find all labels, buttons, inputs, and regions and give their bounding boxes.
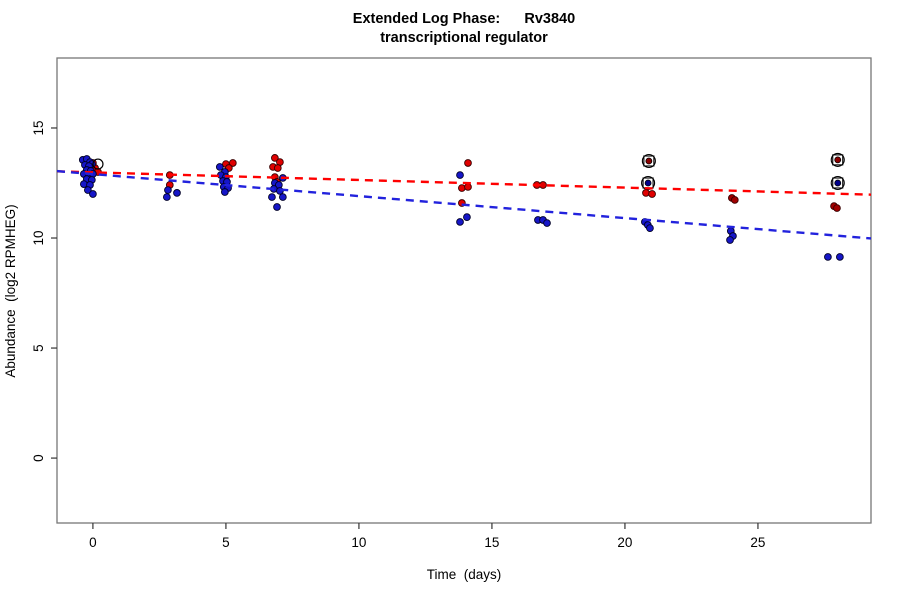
data-point	[228, 159, 237, 167]
data-point	[543, 219, 551, 227]
data-point	[89, 190, 97, 198]
data-point	[458, 184, 466, 192]
plot-box	[56, 57, 872, 524]
open-circle-marker	[92, 158, 104, 170]
data-points-layer	[78, 152, 845, 261]
x-tick-label: 25	[750, 535, 765, 550]
y-tick-label: 10	[31, 230, 46, 245]
x-axis-label: Time (days)	[427, 567, 502, 582]
circled-outlier-marker	[641, 153, 656, 169]
data-point	[221, 188, 229, 196]
data-point	[730, 196, 739, 204]
data-point	[464, 183, 472, 191]
x-tick-label: 20	[617, 535, 632, 550]
data-point	[464, 159, 472, 167]
y-tick-label: 15	[31, 120, 46, 135]
axis-ticks-layer: 0 5 10 15 20 25 0 5 10 15	[31, 120, 765, 550]
y-tick-label: 5	[31, 344, 46, 352]
x-tick-label: 0	[89, 535, 97, 550]
data-point	[646, 224, 654, 232]
blue-trend-dashed	[56, 169, 872, 240]
data-point	[271, 154, 279, 162]
x-tick-label: 10	[351, 535, 366, 550]
circled-outlier-marker	[830, 152, 845, 167]
data-point	[726, 236, 734, 244]
data-point	[273, 203, 281, 211]
data-point	[456, 218, 464, 226]
chart-title-line1: Extended Log Phase: Rv3840	[353, 11, 575, 27]
data-point	[268, 193, 276, 201]
data-point	[273, 164, 282, 172]
x-tick-label: 5	[222, 535, 230, 550]
trend-lines-layer	[56, 169, 872, 240]
data-point	[648, 190, 656, 198]
data-point	[456, 171, 464, 179]
data-point	[215, 163, 224, 171]
data-point	[833, 204, 841, 212]
chart-title-line2: transcriptional regulator	[380, 30, 548, 46]
red-trend-dashed	[56, 170, 872, 196]
data-point	[836, 253, 844, 261]
data-point	[164, 186, 172, 194]
circled-outlier-marker	[641, 175, 656, 191]
data-point	[278, 193, 287, 201]
y-axis-label: Abundance (log2 RPMHEG)	[3, 204, 18, 377]
data-point	[163, 193, 171, 201]
data-point	[173, 189, 181, 197]
data-point	[84, 186, 92, 194]
y-tick-label: 0	[31, 454, 46, 462]
circled-outlier-marker	[830, 175, 845, 191]
data-point	[463, 213, 471, 221]
data-point	[824, 253, 832, 261]
data-point	[642, 189, 650, 197]
x-tick-label: 15	[484, 535, 499, 550]
